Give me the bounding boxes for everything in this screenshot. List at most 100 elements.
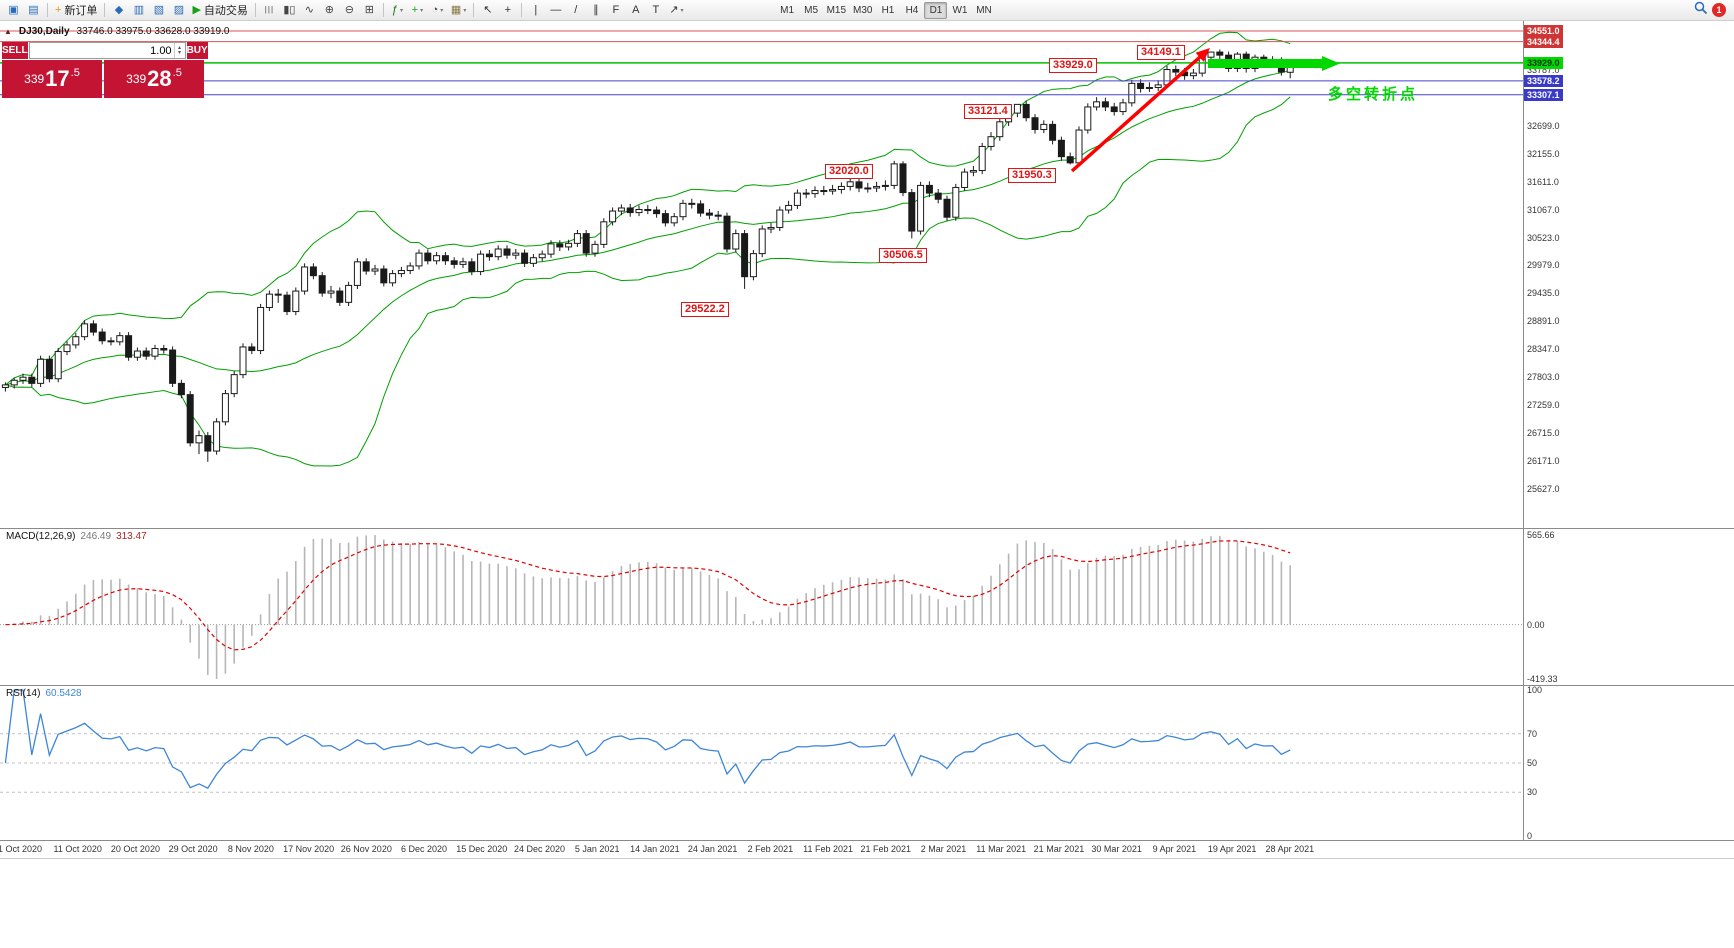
bar-chart-icon[interactable]: ||| xyxy=(260,2,279,19)
macd-main-value: 246.49 xyxy=(80,531,112,542)
terminal-icon: ▨ xyxy=(173,3,185,16)
time-label: 29 Oct 2020 xyxy=(168,844,218,854)
rsi-panel-canvas[interactable] xyxy=(0,686,1523,840)
timeframe-m1-button[interactable]: M1 xyxy=(780,4,795,16)
channel-icon: ∥ xyxy=(593,3,599,16)
timeframe-m30-button[interactable]: M30 xyxy=(853,4,873,16)
line-chart-icon: ∿ xyxy=(304,3,315,16)
vertical-line-icon: | xyxy=(534,3,538,16)
templates-icon[interactable]: ▦ ▾ xyxy=(448,2,469,19)
price-line-badge: 34344.4 xyxy=(1524,35,1563,48)
volume-spinner[interactable]: ▴ ▾ xyxy=(173,43,185,58)
spin-down-icon[interactable]: ▾ xyxy=(178,49,182,56)
macd-panel-canvas[interactable] xyxy=(0,529,1523,685)
tile-windows-icon: ⊞ xyxy=(364,3,375,16)
text-icon[interactable]: A xyxy=(626,2,645,19)
arrows-icon[interactable]: ↗ ▾ xyxy=(666,2,686,19)
toolbar-separator xyxy=(521,3,523,17)
toolbar-right-group: 1 xyxy=(1694,1,1730,20)
navigator-icon: ▧ xyxy=(153,3,165,16)
toolbar-left-group: ▣ ▤ + 新订单 ◆ ▥ ▧ ▨ ▶ 自动交易 ||| ▮▯ ∿ ⊕ ⊖ ⊞ ƒ ▾ + ▾ ◔ ▾ ▦ ▾ ↖ + | — / ∥ F A… xyxy=(4,1,996,19)
time-label: 5 Jan 2021 xyxy=(574,844,620,854)
timeframe-m5-button[interactable]: M5 xyxy=(804,4,819,16)
indicators-icon: ƒ xyxy=(391,3,398,16)
timeframe-mn-button[interactable]: MN xyxy=(976,4,992,16)
candlestick-chart-icon[interactable]: ▮▯ xyxy=(280,2,299,19)
price-scale-label: 26715.0 xyxy=(1527,427,1560,438)
price-annotation[interactable]: 33929.0 xyxy=(1049,58,1097,73)
price-line-badge: 33578.2 xyxy=(1524,74,1563,87)
vertical-line-icon[interactable]: | xyxy=(526,2,545,19)
new-order-button[interactable]: + 新订单 xyxy=(52,2,100,19)
price-digits: 339 xyxy=(24,72,45,86)
sell-button[interactable]: SELL xyxy=(2,42,28,59)
chart-title: ▲ DJ30,Daily 33746.0 33975.0 33628.0 339… xyxy=(4,26,229,37)
tile-windows-icon[interactable]: ⊞ xyxy=(360,2,379,19)
notification-badge[interactable]: 1 xyxy=(1712,3,1726,17)
search-icon[interactable] xyxy=(1694,1,1708,20)
timeframe-h4-button[interactable]: H4 xyxy=(905,4,919,16)
indicators-icon[interactable]: ƒ ▾ xyxy=(388,2,407,19)
profiles-icon[interactable]: ▤ xyxy=(24,2,43,19)
timeframe-d1-button[interactable]: D1 xyxy=(924,1,948,19)
horizontal-line-icon[interactable]: — xyxy=(546,2,565,19)
timeframe-group: M1 M5 M15 M30 H1 H4 D1 W1 MN xyxy=(776,1,996,19)
price-digits: 28 xyxy=(147,66,172,91)
price-scale-label: 29435.0 xyxy=(1527,288,1560,299)
price-chart-canvas[interactable] xyxy=(0,21,1523,528)
macd-label: MACD(12,26,9) 246.49 313.47 xyxy=(6,531,147,542)
volume-input[interactable] xyxy=(29,43,174,58)
timeframe-m15-button[interactable]: M15 xyxy=(826,4,847,16)
crosshair-icon[interactable]: + xyxy=(498,2,517,19)
new-chart-icon[interactable]: ▣ xyxy=(4,2,23,19)
navigator-icon[interactable]: ▧ xyxy=(149,2,168,19)
time-label: 30 Mar 2021 xyxy=(1091,844,1142,854)
time-label: 8 Nov 2020 xyxy=(227,844,274,854)
timeframe-w1-button[interactable]: W1 xyxy=(952,4,968,16)
data-window-icon[interactable]: ▥ xyxy=(129,2,148,19)
trendline-icon: / xyxy=(574,3,578,16)
profiles-icon: ▤ xyxy=(28,3,39,16)
time-scale[interactable]: 1 Oct 2020 11 Oct 2020 20 Oct 2020 29 Oct 2… xyxy=(0,841,1523,857)
price-scale-label: 27803.0 xyxy=(1527,372,1560,383)
sell-price-button[interactable]: 339 17.5 xyxy=(2,60,102,98)
time-label: 9 Apr 2021 xyxy=(1152,844,1197,854)
auto-trading-button[interactable]: ▶ 自动交易 xyxy=(189,2,250,19)
price-annotation[interactable]: 34149.1 xyxy=(1137,45,1185,60)
line-chart-icon[interactable]: ∿ xyxy=(300,2,319,19)
text-label-icon[interactable]: T xyxy=(646,2,665,19)
zoom-out-icon[interactable]: ⊖ xyxy=(340,2,359,19)
macd-panel-divider[interactable] xyxy=(0,528,1734,529)
horizontal-line-icon: — xyxy=(550,3,562,16)
price-annotation[interactable]: 31950.3 xyxy=(1008,168,1056,183)
price-annotation[interactable]: 33121.4 xyxy=(964,104,1012,119)
fibonacci-icon: F xyxy=(612,3,620,16)
price-scale-label: 28891.0 xyxy=(1527,316,1560,327)
price-digits: 17 xyxy=(45,66,70,91)
add-indicator-icon[interactable]: + ▾ xyxy=(408,2,427,19)
rsi-panel-divider[interactable] xyxy=(0,685,1734,686)
periods-icon[interactable]: ◔ ▾ xyxy=(428,2,447,19)
rsi-value: 60.5428 xyxy=(45,688,82,699)
zoom-in-icon[interactable]: ⊕ xyxy=(320,2,339,19)
time-label: 11 Oct 2020 xyxy=(53,844,102,854)
timeframe-h1-button[interactable]: H1 xyxy=(881,4,895,16)
fibonacci-icon[interactable]: F xyxy=(606,2,625,19)
price-annotation[interactable]: 29522.2 xyxy=(681,302,729,317)
turning-point-label[interactable]: 多空转折点 xyxy=(1328,86,1419,103)
price-annotation[interactable]: 32020.0 xyxy=(825,164,873,179)
spin-up-icon[interactable]: ▴ xyxy=(178,44,182,51)
price-scale-label: 26171.0 xyxy=(1527,455,1560,466)
channel-icon[interactable]: ∥ xyxy=(586,2,605,19)
collapse-one-click-icon[interactable]: ▲ xyxy=(4,27,12,36)
time-label: 24 Jan 2021 xyxy=(687,844,738,854)
cursor-icon[interactable]: ↖ xyxy=(478,2,497,19)
price-annotation[interactable]: 30506.5 xyxy=(879,248,927,263)
trendline-icon[interactable]: / xyxy=(566,2,585,19)
auto-trading-label: 自动交易 xyxy=(203,5,248,17)
market-watch-icon[interactable]: ◆ xyxy=(109,2,128,19)
buy-button[interactable]: BUY xyxy=(186,42,208,59)
terminal-icon[interactable]: ▨ xyxy=(169,2,188,19)
buy-price-button[interactable]: 339 28.5 xyxy=(104,60,204,98)
